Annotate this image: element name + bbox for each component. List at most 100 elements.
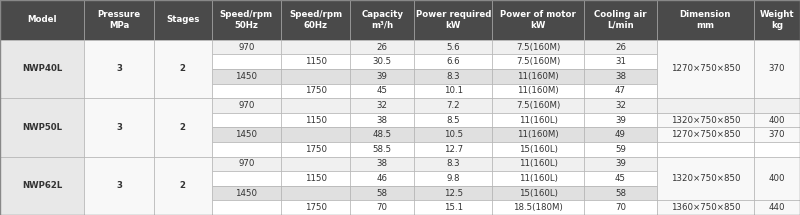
Bar	[154, 0, 211, 40]
Text: 8.3: 8.3	[446, 72, 460, 81]
Bar	[584, 113, 657, 127]
Bar	[281, 200, 350, 215]
Bar	[211, 142, 281, 157]
Bar	[657, 113, 754, 127]
Text: 30.5: 30.5	[373, 57, 392, 66]
Bar	[281, 127, 350, 142]
Text: 1750: 1750	[305, 145, 326, 154]
Text: 970: 970	[238, 101, 254, 110]
Bar	[350, 0, 414, 40]
Text: 7.5(160M): 7.5(160M)	[516, 43, 560, 52]
Bar	[281, 84, 350, 98]
Bar	[493, 142, 584, 157]
Bar	[414, 54, 493, 69]
Bar	[754, 127, 800, 142]
Bar	[754, 113, 800, 127]
Text: Power of motor
kW: Power of motor kW	[500, 10, 576, 30]
Bar	[657, 0, 754, 40]
Bar	[754, 142, 800, 157]
Text: 370: 370	[769, 130, 785, 139]
Bar	[414, 113, 493, 127]
Text: 70: 70	[377, 203, 388, 212]
Bar	[85, 157, 154, 215]
Text: 15(160L): 15(160L)	[518, 145, 558, 154]
Bar	[414, 186, 493, 200]
Text: 58.5: 58.5	[373, 145, 392, 154]
Bar	[493, 171, 584, 186]
Text: 70: 70	[615, 203, 626, 212]
Text: NWP50L: NWP50L	[22, 123, 62, 132]
Text: 38: 38	[615, 72, 626, 81]
Bar	[754, 98, 800, 113]
Text: 15.1: 15.1	[444, 203, 463, 212]
Text: 1450: 1450	[235, 72, 258, 81]
Bar	[211, 200, 281, 215]
Bar	[85, 98, 154, 157]
Bar	[211, 127, 281, 142]
Bar	[414, 69, 493, 84]
Bar	[350, 69, 414, 84]
Text: 1450: 1450	[235, 130, 258, 139]
Text: 8.5: 8.5	[446, 116, 460, 124]
Text: 26: 26	[377, 43, 388, 52]
Text: 11(160L): 11(160L)	[518, 116, 558, 124]
Bar	[281, 157, 350, 171]
Text: 1150: 1150	[305, 57, 326, 66]
Text: Dimension
mm: Dimension mm	[680, 10, 731, 30]
Bar	[154, 98, 211, 157]
Bar	[584, 54, 657, 69]
Text: 970: 970	[238, 159, 254, 168]
Text: 32: 32	[615, 101, 626, 110]
Text: 400: 400	[769, 174, 785, 183]
Text: 1360×750×850: 1360×750×850	[670, 203, 740, 212]
Text: 8.3: 8.3	[446, 159, 460, 168]
Text: Speed/rpm
50Hz: Speed/rpm 50Hz	[220, 10, 273, 30]
Bar	[754, 157, 800, 200]
Text: 2: 2	[180, 181, 186, 190]
Text: 3: 3	[116, 123, 122, 132]
Bar	[584, 40, 657, 54]
Bar	[414, 84, 493, 98]
Bar	[414, 200, 493, 215]
Bar	[154, 40, 211, 98]
Text: Capacity
m³/h: Capacity m³/h	[362, 10, 403, 30]
Bar	[211, 0, 281, 40]
Text: Speed/rpm
60Hz: Speed/rpm 60Hz	[289, 10, 342, 30]
Text: 1750: 1750	[305, 203, 326, 212]
Text: 26: 26	[615, 43, 626, 52]
Bar	[584, 0, 657, 40]
Bar	[657, 142, 754, 157]
Bar	[493, 0, 584, 40]
Text: 58: 58	[377, 189, 388, 198]
Bar	[281, 54, 350, 69]
Text: 2: 2	[180, 123, 186, 132]
Bar	[493, 98, 584, 113]
Text: 7.5(160M): 7.5(160M)	[516, 57, 560, 66]
Bar	[211, 69, 281, 84]
Bar	[211, 84, 281, 98]
Bar	[0, 98, 85, 157]
Text: Stages: Stages	[166, 15, 199, 24]
Bar	[493, 157, 584, 171]
Text: 10.5: 10.5	[444, 130, 463, 139]
Bar	[281, 113, 350, 127]
Bar	[657, 200, 754, 215]
Text: 11(160M): 11(160M)	[518, 86, 559, 95]
Bar	[493, 200, 584, 215]
Bar	[493, 127, 584, 142]
Bar	[657, 127, 754, 142]
Text: Weight
kg: Weight kg	[759, 10, 794, 30]
Text: Cooling air
L/min: Cooling air L/min	[594, 10, 646, 30]
Bar	[584, 200, 657, 215]
Bar	[211, 113, 281, 127]
Bar	[657, 98, 754, 113]
Bar	[85, 40, 154, 98]
Bar	[414, 171, 493, 186]
Bar	[584, 127, 657, 142]
Bar	[493, 54, 584, 69]
Bar	[350, 142, 414, 157]
Text: 970: 970	[238, 43, 254, 52]
Text: 1150: 1150	[305, 174, 326, 183]
Text: 59: 59	[615, 145, 626, 154]
Text: 10.1: 10.1	[444, 86, 463, 95]
